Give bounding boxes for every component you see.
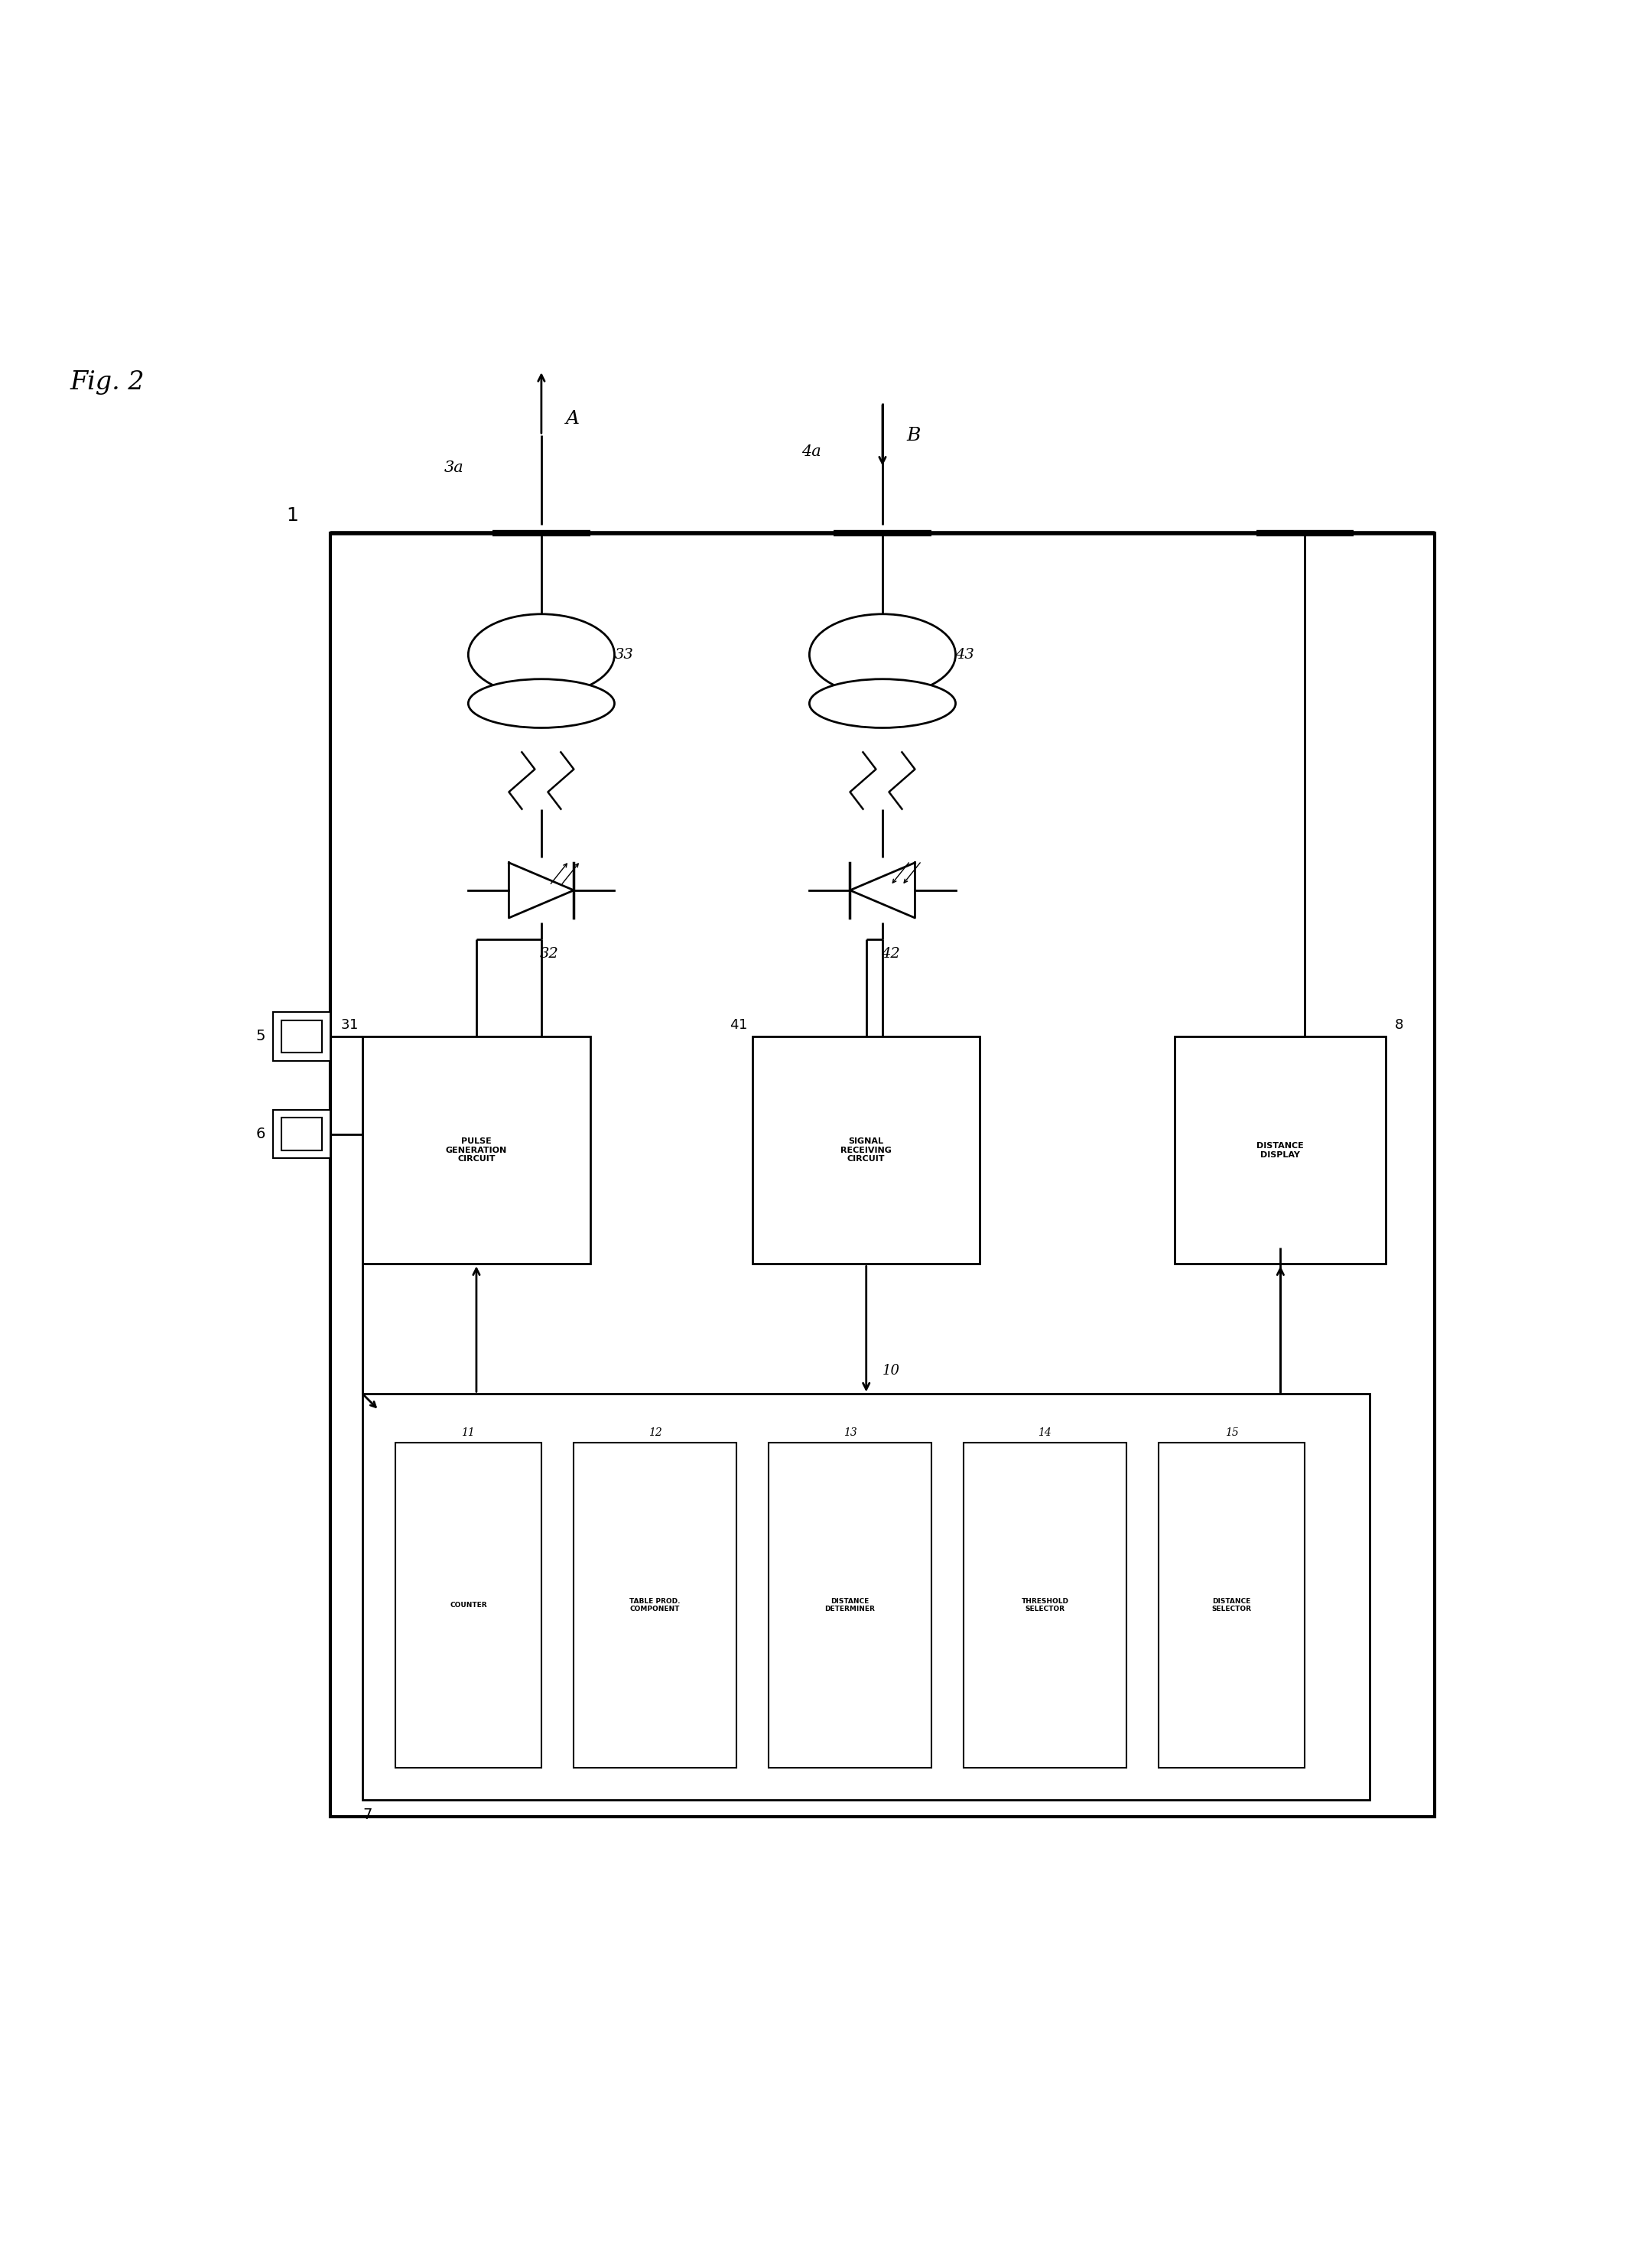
Bar (1176, 1036, 1386, 1263)
Text: 14: 14 (1038, 1427, 1051, 1438)
Polygon shape (508, 862, 574, 919)
Text: $\mathit{6}$: $\mathit{6}$ (255, 1127, 265, 1141)
Text: PULSE
GENERATION
CIRCUIT: PULSE GENERATION CIRCUIT (446, 1139, 507, 1163)
Bar (281, 1118, 322, 1150)
Ellipse shape (809, 678, 955, 728)
Ellipse shape (468, 678, 615, 728)
Text: $\mathit{5}$: $\mathit{5}$ (255, 1030, 265, 1043)
Bar (768, 1442, 932, 1767)
Text: $\mathit{31}$: $\mathit{31}$ (340, 1018, 358, 1032)
Text: B: B (907, 426, 921, 445)
Text: DISTANCE
DETERMINER: DISTANCE DETERMINER (824, 1597, 875, 1613)
Bar (752, 1036, 979, 1263)
Text: THRESHOLD
SELECTOR: THRESHOLD SELECTOR (1022, 1597, 1069, 1613)
Text: 3a: 3a (443, 460, 464, 474)
Text: $\mathit{8}$: $\mathit{8}$ (1395, 1018, 1403, 1032)
Bar (363, 1395, 1370, 1801)
Text: 11: 11 (461, 1427, 476, 1438)
Text: TABLE PROD.
COMPONENT: TABLE PROD. COMPONENT (629, 1597, 680, 1613)
Text: 43: 43 (955, 649, 974, 662)
Text: $\mathit{41}$: $\mathit{41}$ (729, 1018, 747, 1032)
Text: 42: 42 (881, 948, 899, 962)
Text: DISTANCE
SELECTOR: DISTANCE SELECTOR (1212, 1597, 1252, 1613)
Ellipse shape (468, 615, 615, 696)
Text: SIGNAL
RECEIVING
CIRCUIT: SIGNAL RECEIVING CIRCUIT (840, 1139, 891, 1163)
Ellipse shape (809, 615, 955, 696)
Bar (273, 1109, 330, 1159)
Text: Fig. 2: Fig. 2 (70, 370, 146, 395)
Bar (273, 1012, 330, 1061)
Text: 10: 10 (883, 1363, 899, 1377)
Bar (1159, 1442, 1305, 1767)
Text: $\mathit{1}$: $\mathit{1}$ (286, 508, 298, 524)
Text: 4a: 4a (801, 445, 821, 458)
Bar (330, 533, 1436, 1817)
Text: DISTANCE
DISPLAY: DISTANCE DISPLAY (1257, 1143, 1305, 1159)
Bar (963, 1442, 1127, 1767)
Text: 32: 32 (540, 948, 559, 962)
Bar (363, 1036, 590, 1263)
Text: 15: 15 (1225, 1427, 1238, 1438)
Text: $\mathit{7}$: $\mathit{7}$ (363, 1808, 373, 1821)
Bar (281, 1021, 322, 1052)
Bar (396, 1442, 541, 1767)
Text: COUNTER: COUNTER (450, 1601, 487, 1608)
Bar (574, 1442, 736, 1767)
Polygon shape (850, 862, 916, 919)
Text: A: A (566, 411, 579, 429)
Text: 13: 13 (844, 1427, 857, 1438)
Text: 33: 33 (615, 649, 633, 662)
Text: 12: 12 (647, 1427, 662, 1438)
